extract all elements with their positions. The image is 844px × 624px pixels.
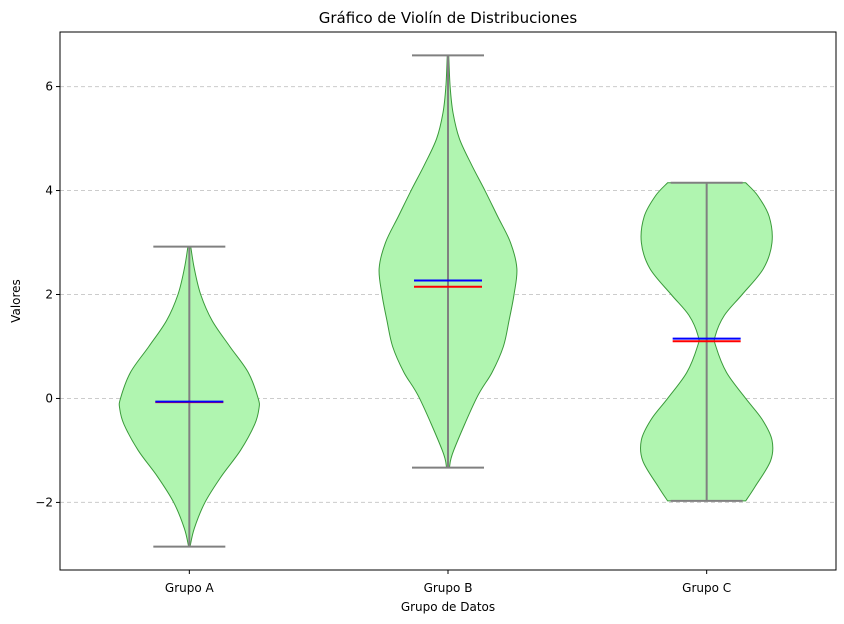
x-tick-label: Grupo A: [165, 581, 215, 595]
violin-1: [118, 245, 260, 548]
y-tick-label: 6: [45, 80, 53, 94]
y-tick-label: 4: [45, 184, 53, 198]
y-tick-label: −2: [35, 495, 53, 509]
x-tick-label: Grupo B: [424, 581, 473, 595]
y-tick-label: 0: [45, 391, 53, 405]
x-tick-label: Grupo C: [682, 581, 731, 595]
y-axis-label: Valores: [9, 279, 23, 323]
violins-layer: [118, 54, 774, 548]
y-tick-label: 2: [45, 288, 53, 302]
violin-3: [639, 181, 774, 502]
x-axis: Grupo A Grupo B Grupo C: [165, 570, 731, 595]
y-axis: −2 0 2 4 6: [35, 80, 60, 509]
violin-2: [378, 54, 518, 469]
x-axis-label: Grupo de Datos: [401, 600, 495, 614]
chart-title: Gráfico de Violín de Distribuciones: [319, 9, 578, 27]
